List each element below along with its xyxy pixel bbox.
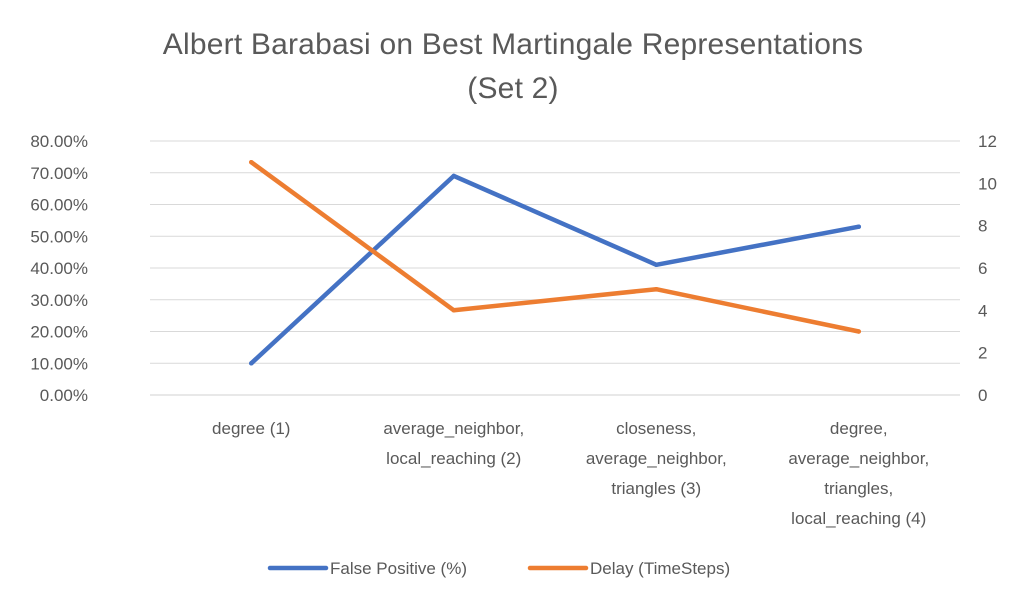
x-category-label: average_neighbor,	[788, 449, 929, 468]
y-left-tick-label: 30.00%	[30, 291, 88, 310]
y-left-tick-label: 40.00%	[30, 259, 88, 278]
chart-title-line-2: (Set 2)	[467, 72, 559, 105]
data-point	[856, 224, 861, 229]
y-left-tick-label: 20.00%	[30, 323, 88, 342]
series-line-2	[249, 159, 862, 334]
y-right-tick-label: 0	[978, 386, 987, 405]
x-category-label: local_reaching (2)	[386, 449, 521, 468]
x-category-label: triangles,	[824, 479, 893, 498]
y-left-tick-label: 0.00%	[40, 386, 88, 405]
data-point	[654, 286, 659, 292]
y-left-tick-label: 60.00%	[30, 196, 88, 215]
y-right-tick-label: 10	[978, 174, 997, 193]
x-category-label: local_reaching (4)	[791, 509, 926, 528]
legend-label: Delay (TimeSteps)	[590, 559, 730, 578]
x-category-label: degree,	[830, 419, 888, 438]
legend-label: False Positive (%)	[330, 559, 467, 578]
data-point	[451, 308, 456, 313]
y-right-tick-label: 8	[978, 217, 987, 236]
y-left-tick-label: 70.00%	[30, 164, 88, 183]
y-left-tick-label: 80.00%	[30, 132, 88, 151]
chart-title-line-1: Albert Barabasi on Best Martingale Repre…	[162, 28, 864, 61]
data-point	[451, 173, 456, 179]
data-point	[249, 361, 254, 366]
y-right-tick-label: 6	[978, 259, 987, 278]
y-right-tick-label: 4	[978, 301, 987, 320]
series-line-1	[249, 173, 862, 366]
x-category-label: triangles (3)	[611, 479, 701, 498]
data-point	[856, 329, 861, 334]
data-point	[249, 159, 254, 165]
x-category-label: closeness,	[616, 419, 696, 438]
x-category-label: degree (1)	[212, 419, 290, 438]
y-left-tick-label: 10.00%	[30, 354, 88, 373]
x-category-label: average_neighbor,	[383, 419, 524, 438]
data-point	[654, 262, 659, 268]
y-left-tick-label: 50.00%	[30, 227, 88, 246]
y-right-tick-label: 12	[978, 132, 997, 151]
y-right-tick-label: 2	[978, 344, 987, 363]
x-category-label: average_neighbor,	[586, 449, 727, 468]
